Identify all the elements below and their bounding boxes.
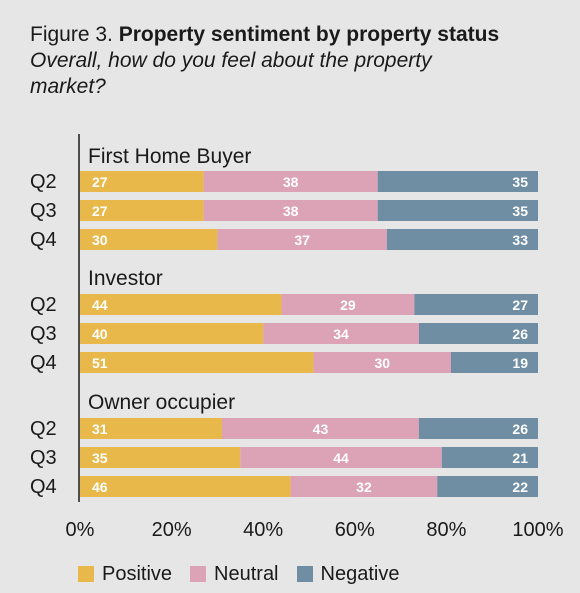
chart-subtitle: Overall, how do you feel about the prope…: [30, 49, 432, 98]
x-tick-label: 80%: [426, 519, 466, 541]
bar-segment: [281, 294, 415, 315]
data-label: 22: [512, 479, 528, 495]
bar-segment: [450, 352, 538, 373]
row-label: Q3: [30, 200, 57, 222]
bar-segment: [290, 476, 438, 497]
data-label: 35: [512, 174, 528, 190]
row-label: Q4: [30, 476, 57, 498]
figure-number: Figure 3.: [30, 23, 113, 46]
data-label: 51: [92, 355, 108, 371]
group-label: First Home Buyer: [88, 145, 251, 168]
legend: Positive Neutral Negative: [78, 562, 399, 586]
chart-title: Figure 3. Property sentiment by property…: [30, 22, 570, 48]
bar-segment: [377, 200, 538, 221]
data-label: 40: [92, 326, 108, 342]
row-label: Q3: [30, 323, 57, 345]
group-label: Investor: [88, 267, 163, 290]
stacked-bar-chart: First Home Buyer Q2 27 38 35 Q3 27 38 35 Q4 30 37 33…: [30, 134, 564, 541]
bar-segment: [80, 294, 282, 315]
x-tick-label: 0%: [66, 519, 95, 541]
data-label: 34: [333, 326, 349, 342]
bar-segment: [203, 171, 378, 192]
data-label: 35: [92, 450, 108, 466]
bar-segment: [80, 200, 204, 221]
data-label: 46: [92, 479, 108, 495]
legend-swatch-positive: [78, 566, 94, 582]
bar-segment: [203, 200, 378, 221]
chart-title-block: Figure 3. Property sentiment by property…: [30, 22, 570, 100]
row-label: Q2: [30, 418, 57, 440]
data-label: 31: [92, 421, 108, 437]
bar-segment: [437, 476, 538, 497]
bar-segment: [386, 229, 538, 250]
x-tick-label: 60%: [335, 519, 375, 541]
bar-segment: [313, 352, 451, 373]
legend-swatch-neutral: [190, 566, 207, 582]
data-label: 32: [356, 479, 372, 495]
legend-swatch-negative: [296, 566, 313, 582]
group-label: Owner occupier: [88, 391, 235, 414]
x-tick-label: 20%: [152, 519, 192, 541]
row-label: Q2: [30, 294, 57, 316]
data-label: 27: [92, 174, 108, 190]
bar-segment: [263, 323, 419, 344]
data-label: 27: [512, 297, 528, 313]
bar-segment: [80, 229, 218, 250]
bar-segment: [418, 323, 538, 344]
data-label: 26: [512, 421, 528, 437]
data-label: 43: [313, 421, 329, 437]
data-label: 29: [340, 297, 356, 313]
legend-item-positive: Positive: [78, 562, 172, 586]
bar-segment: [217, 229, 387, 250]
x-tick-label: 40%: [243, 519, 283, 541]
bar-segment: [441, 447, 538, 468]
data-label: 26: [512, 326, 528, 342]
row-label: Q2: [30, 171, 57, 193]
data-label: 27: [92, 203, 108, 219]
x-tick-label: 100%: [512, 519, 563, 541]
bar-segment: [80, 418, 222, 439]
bar-segment: [80, 476, 291, 497]
bar-segment: [240, 447, 442, 468]
bar-segment: [80, 171, 204, 192]
data-label: 30: [92, 232, 108, 248]
bar-segment: [418, 418, 538, 439]
chart-title-main: Property sentiment by property status: [118, 23, 500, 46]
data-label: 44: [92, 297, 108, 313]
bar-segment: [377, 171, 538, 192]
data-label: 35: [512, 203, 528, 219]
bar-segment: [414, 294, 538, 315]
data-label: 21: [512, 450, 528, 466]
bar-segment: [80, 447, 241, 468]
legend-label-negative: Negative: [320, 563, 400, 585]
row-label: Q4: [30, 229, 57, 251]
data-label: 44: [333, 450, 349, 466]
bar-segment: [221, 418, 419, 439]
legend-item-neutral: Neutral: [190, 562, 279, 586]
row-label: Q3: [30, 447, 57, 469]
data-label: 38: [283, 174, 299, 190]
data-label: 33: [512, 232, 528, 248]
legend-item-negative: Negative: [296, 562, 400, 586]
data-label: 19: [512, 355, 528, 371]
bar-segment: [80, 352, 314, 373]
data-label: 38: [283, 203, 299, 219]
row-label: Q4: [30, 352, 57, 374]
legend-label-neutral: Neutral: [214, 563, 279, 585]
legend-label-positive: Positive: [102, 563, 173, 585]
data-label: 37: [294, 232, 310, 248]
bar-segment: [80, 323, 264, 344]
data-label: 30: [374, 355, 390, 371]
